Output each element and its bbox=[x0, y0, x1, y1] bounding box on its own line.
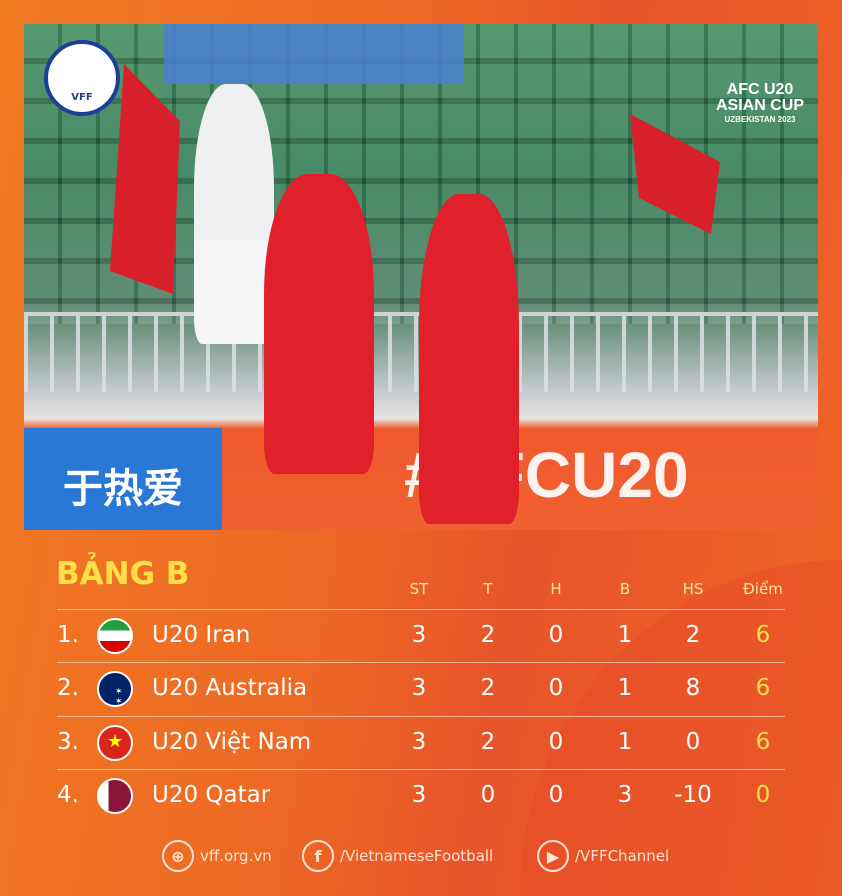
stat-t: 2 bbox=[480, 622, 496, 648]
stat-b: 1 bbox=[617, 675, 633, 701]
banner-left: 于热爱 bbox=[24, 428, 222, 530]
player-vietnam-13 bbox=[419, 194, 519, 524]
stat-h: 0 bbox=[548, 729, 564, 755]
website-link[interactable]: ⊕ vff.org.vn bbox=[162, 840, 272, 872]
rank: 1. bbox=[57, 622, 79, 648]
col-header-points: Điểm bbox=[743, 580, 783, 598]
rank: 3. bbox=[57, 729, 79, 755]
stat-st: 3 bbox=[411, 782, 427, 808]
standings-row: 2. ✶ ✶ U20 Australia 3 2 0 1 8 6 bbox=[0, 663, 842, 716]
rank: 4. bbox=[57, 782, 79, 808]
divider bbox=[57, 609, 785, 610]
vff-logo: VFF bbox=[44, 40, 120, 116]
afc-logo-line: UZBEKISTAN 2023 bbox=[724, 115, 796, 124]
stat-st: 3 bbox=[411, 729, 427, 755]
stat-pts: 6 bbox=[755, 729, 771, 755]
rank: 2. bbox=[57, 675, 79, 701]
youtube-link[interactable]: ▶ /VFFChannel bbox=[537, 840, 669, 872]
team-name: U20 Australia bbox=[152, 675, 308, 701]
facebook-link[interactable]: f /VietnameseFootball bbox=[302, 840, 493, 872]
group-title: BẢNG B bbox=[56, 556, 190, 592]
footer: ⊕ vff.org.vn f /VietnameseFootball ▶ /VF… bbox=[0, 840, 842, 874]
standings-row: 1. U20 Iran 3 2 0 1 2 6 bbox=[0, 610, 842, 663]
stat-hs: 2 bbox=[685, 622, 701, 648]
qatar-flag-icon bbox=[97, 778, 133, 814]
stat-st: 3 bbox=[411, 675, 427, 701]
vff-logo-text: VFF bbox=[71, 91, 93, 103]
youtube-icon: ▶ bbox=[537, 840, 569, 872]
stat-pts: 0 bbox=[755, 782, 771, 808]
stat-pts: 6 bbox=[755, 675, 771, 701]
player-iran bbox=[194, 84, 274, 344]
col-header-h: H bbox=[550, 580, 562, 598]
stat-hs: -10 bbox=[674, 782, 712, 808]
facebook-text: /VietnameseFootball bbox=[340, 847, 494, 865]
divider bbox=[57, 662, 785, 663]
stat-t: 2 bbox=[480, 675, 496, 701]
stat-pts: 6 bbox=[755, 622, 771, 648]
stat-h: 0 bbox=[548, 622, 564, 648]
iran-flag-icon bbox=[97, 618, 133, 654]
player-vietnam-6 bbox=[264, 174, 374, 474]
stat-b: 1 bbox=[617, 729, 633, 755]
stat-h: 0 bbox=[548, 675, 564, 701]
team-name: U20 Iran bbox=[152, 622, 251, 648]
afc-logo-line: ASIAN CUP bbox=[715, 97, 804, 114]
stat-st: 3 bbox=[411, 622, 427, 648]
divider bbox=[57, 716, 785, 717]
australia-flag-icon: ✶ ✶ bbox=[97, 671, 133, 707]
match-photo: 于热爱 #AFCU20 VFF AFC U20 ASIAN CUP UZBEKI… bbox=[24, 24, 818, 530]
stat-t: 2 bbox=[480, 729, 496, 755]
team-name: U20 Việt Nam bbox=[152, 729, 312, 755]
youtube-text: /VFFChannel bbox=[575, 847, 670, 865]
stat-hs: 0 bbox=[685, 729, 701, 755]
col-header-t: T bbox=[483, 580, 493, 598]
facebook-icon: f bbox=[302, 840, 334, 872]
divider bbox=[57, 769, 785, 770]
afc-u20-logo: AFC U20 ASIAN CUP UZBEKISTAN 2023 bbox=[716, 44, 804, 124]
blue-seats bbox=[164, 24, 464, 84]
standings-row: 3. ★ U20 Việt Nam 3 2 0 1 0 6 bbox=[0, 717, 842, 770]
col-header-st: ST bbox=[409, 580, 429, 598]
stat-b: 1 bbox=[617, 622, 633, 648]
afc-logo-line: AFC U20 bbox=[726, 81, 794, 98]
team-name: U20 Qatar bbox=[152, 782, 271, 808]
col-header-b: B bbox=[619, 580, 631, 598]
stat-hs: 8 bbox=[685, 675, 701, 701]
stat-h: 0 bbox=[548, 782, 564, 808]
website-text: vff.org.vn bbox=[200, 847, 272, 865]
standings-row: 4. U20 Qatar 3 0 0 3 -10 0 bbox=[0, 770, 842, 823]
stat-t: 0 bbox=[480, 782, 496, 808]
globe-icon: ⊕ bbox=[162, 840, 194, 872]
stat-b: 3 bbox=[617, 782, 633, 808]
col-header-hs: HS bbox=[682, 580, 704, 598]
vietnam-flag-icon: ★ bbox=[97, 725, 133, 761]
